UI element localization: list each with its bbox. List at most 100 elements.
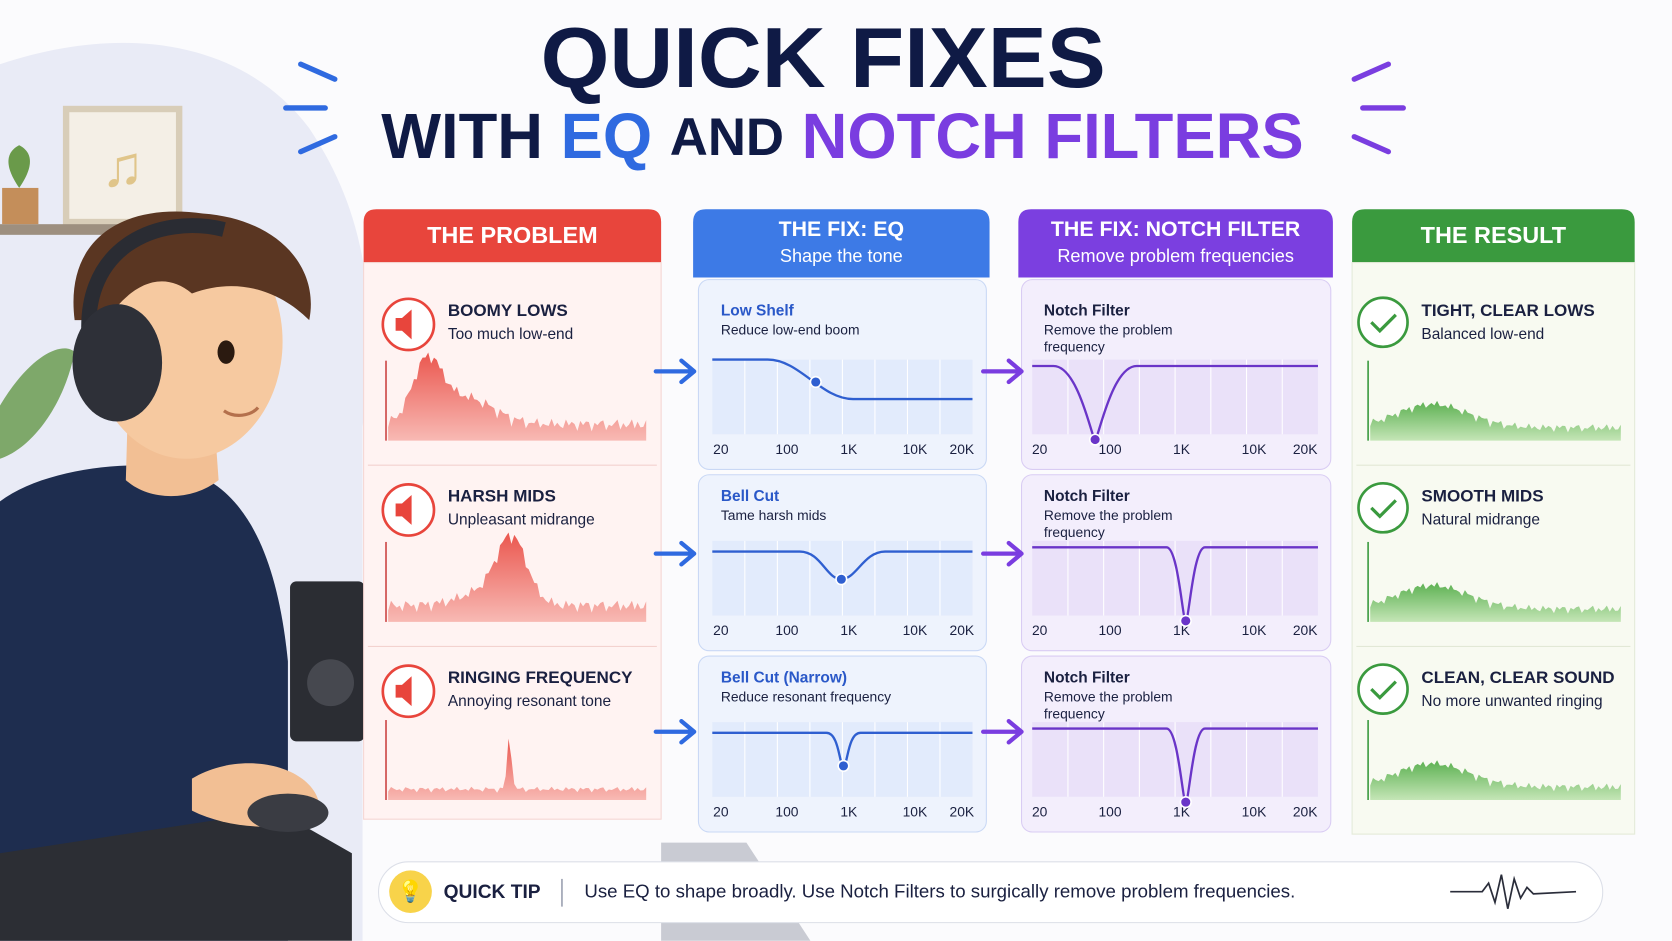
tip-waveform — [1450, 874, 1577, 909]
flow-arrow — [653, 718, 697, 745]
frequency-label: 20K — [1293, 803, 1318, 819]
item-title: BOOMY LOWS — [448, 301, 568, 320]
column-header — [1352, 209, 1635, 263]
music-note-icon: ♫ — [101, 135, 144, 199]
headphone-band — [81, 218, 226, 354]
frequency-label: 20 — [713, 622, 729, 638]
frequency-label: 20 — [713, 441, 729, 457]
title-word: NOTCH FILTERS — [802, 100, 1304, 172]
frequency-label: 100 — [775, 622, 798, 638]
tip-bulb-icon — [389, 870, 432, 914]
column-header-title: THE RESULT — [1421, 222, 1567, 248]
card-subtitle: Reduce resonant frequency — [721, 688, 891, 704]
card-subtitle: Remove the problem — [1044, 321, 1173, 337]
title-line-1: QUICK FIXES — [541, 11, 1106, 106]
card-title: Notch Filter — [1044, 670, 1130, 687]
card-title: Notch Filter — [1044, 488, 1130, 505]
flow-arrow — [981, 358, 1024, 385]
column-body — [363, 262, 662, 820]
filter-point — [809, 375, 822, 389]
frequency-label: 20 — [1032, 803, 1048, 819]
plant — [8, 145, 30, 188]
frequency-label: 10K — [1242, 622, 1267, 638]
card-title: Notch Filter — [1044, 303, 1130, 320]
tip-text: Use EQ to shape broadly. Use Notch Filte… — [584, 881, 1295, 902]
frequency-label: 1K — [840, 622, 858, 638]
headphone-cup — [72, 304, 163, 422]
person-eye — [217, 340, 235, 364]
frequency-label: 100 — [1098, 622, 1121, 638]
card-subtitle: Remove the problem — [1044, 688, 1173, 704]
card-subtitle: Reduce low-end boom — [721, 321, 860, 337]
result-spectrum — [1370, 400, 1621, 441]
speaker-glyph — [395, 309, 412, 340]
mixer — [0, 810, 352, 941]
flow-arrow — [981, 540, 1024, 567]
problem-spectrum — [388, 352, 647, 441]
tip-bulb-glyph: 💡 — [397, 878, 424, 903]
shelf — [0, 224, 171, 235]
check-icon — [1357, 296, 1409, 349]
column-header-subtitle: Shape the tone — [780, 246, 903, 266]
frequency-label: 100 — [775, 441, 798, 457]
speaker-glyph — [395, 676, 412, 707]
frequency-label: 1K — [1173, 441, 1191, 457]
result-spectrum — [1370, 582, 1621, 622]
title-word: EQ — [561, 100, 653, 172]
filter-point — [835, 573, 848, 586]
flow-arrow — [981, 718, 1024, 745]
item-title: TIGHT, CLEAR LOWS — [1421, 301, 1594, 320]
item-title: RINGING FREQUENCY — [448, 668, 633, 687]
column-header — [363, 209, 662, 263]
column-header — [693, 209, 990, 278]
person-mouth — [223, 406, 260, 417]
card-subtitle: frequency — [1044, 705, 1105, 721]
frequency-label: 1K — [840, 803, 858, 819]
card-subtitle: Tame harsh mids — [721, 507, 827, 523]
frequency-label: 20 — [1032, 622, 1048, 638]
plant-pot — [2, 187, 39, 225]
title-word: AND — [670, 108, 784, 167]
frequency-label: 10K — [903, 622, 928, 638]
tip-bar — [378, 861, 1604, 924]
frequency-label: 10K — [1242, 803, 1267, 819]
title-word: WITH — [381, 100, 543, 172]
frequency-label: 20K — [949, 441, 974, 457]
card-title: Bell Cut — [721, 488, 779, 505]
tip-label: QUICK TIP — [444, 882, 541, 903]
item-title: CLEAN, CLEAR SOUND — [1421, 668, 1614, 687]
filter-point — [1179, 614, 1192, 627]
column-header-title: THE PROBLEM — [427, 222, 598, 248]
item-subtitle: Annoying resonant tone — [448, 693, 611, 710]
card-title: Low Shelf — [721, 303, 795, 320]
filter-point — [1179, 795, 1192, 809]
result-spectrum — [1370, 760, 1621, 800]
frequency-label: 20 — [713, 803, 729, 819]
title-line-2: WITH EQ AND NOTCH FILTERS — [381, 100, 1303, 172]
item-subtitle: Balanced low-end — [1421, 326, 1544, 343]
frequency-label: 10K — [903, 441, 928, 457]
wall-frame — [62, 105, 183, 226]
item-title: SMOOTH MIDS — [1421, 487, 1543, 506]
frequency-label: 20 — [1032, 441, 1048, 457]
columns: THE PROBLEM BOOMY LOWS Too much low-end HAR… — [363, 209, 1636, 835]
plant-leaf — [0, 348, 75, 459]
frequency-label: 20K — [949, 622, 974, 638]
frequency-label: 100 — [1098, 803, 1121, 819]
item-title: HARSH MIDS — [448, 487, 556, 506]
frequency-label: 100 — [1098, 441, 1121, 457]
card-subtitle: Remove the problem — [1044, 507, 1173, 523]
frequency-label: 10K — [1242, 441, 1267, 457]
check-icon — [1357, 481, 1409, 534]
check-icon — [1357, 663, 1409, 715]
problem-spectrum — [388, 532, 647, 622]
item-subtitle: Natural midrange — [1421, 512, 1540, 529]
column-header-subtitle: Remove problem frequencies — [1057, 246, 1294, 266]
item-subtitle: Unpleasant midrange — [448, 512, 595, 529]
frequency-label: 10K — [903, 803, 928, 819]
card-subtitle: frequency — [1044, 524, 1105, 540]
speaker-glyph — [395, 495, 412, 525]
column-header-title: THE FIX: EQ — [779, 217, 905, 241]
frequency-label: 1K — [840, 441, 858, 457]
